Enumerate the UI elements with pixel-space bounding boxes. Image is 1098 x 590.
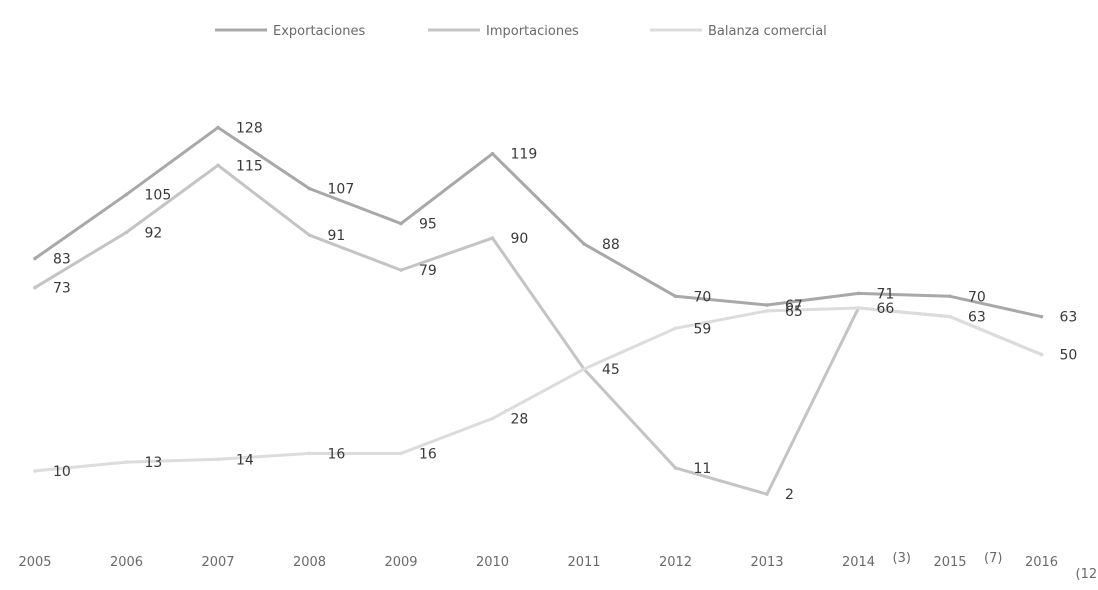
- data-label: 16: [328, 446, 346, 462]
- data-label: 2: [785, 487, 794, 503]
- data-point: [1039, 352, 1044, 357]
- x-tick-label: 2012: [659, 555, 692, 570]
- data-point: [124, 192, 129, 197]
- data-label: 105: [145, 187, 172, 203]
- data-label: 50: [1060, 348, 1078, 364]
- legend-label: Importaciones: [486, 24, 579, 39]
- data-label: 10: [53, 464, 71, 480]
- data-point: [399, 268, 403, 272]
- data-point: [673, 466, 678, 470]
- x-tick-label: 2009: [384, 555, 417, 570]
- data-label: 70: [968, 289, 986, 305]
- x-tick-label: 2007: [201, 555, 234, 570]
- x-tick-label: 2010: [476, 555, 509, 570]
- data-point: [216, 125, 220, 130]
- x-tick-note: (7): [984, 551, 1002, 566]
- data-label: 14: [236, 452, 254, 468]
- data-label: 59: [694, 321, 712, 337]
- x-tick-label: 2005: [18, 555, 51, 570]
- data-point: [216, 163, 220, 168]
- data-labels: 83 73 10 105 92 13 128 115 14 107 91 16 95 79 16 119 90 2…: [53, 121, 1077, 504]
- data-label: 65: [785, 304, 803, 320]
- data-point: [307, 451, 312, 456]
- data-point: [216, 457, 220, 462]
- data-point: [582, 367, 586, 371]
- data-label: 13: [145, 455, 163, 471]
- data-label: 71: [877, 286, 895, 302]
- data-label: 128: [236, 121, 263, 137]
- x-tick-label: 2006: [110, 555, 143, 570]
- x-tick-note: (3): [893, 551, 911, 566]
- data-point: [856, 291, 861, 296]
- data-point: [948, 314, 952, 319]
- series-line-0: [33, 126, 1043, 319]
- x-tick-label: 2014: [842, 555, 875, 570]
- data-point: [124, 230, 129, 235]
- data-point: [765, 309, 769, 313]
- data-label: 28: [511, 412, 529, 428]
- data-point: [490, 236, 495, 240]
- data-point: [33, 285, 37, 290]
- x-tick-label: 2013: [750, 555, 783, 570]
- data-label: 90: [511, 231, 529, 247]
- data-label: 67: [785, 298, 803, 314]
- data-label: 73: [53, 281, 71, 297]
- data-point: [490, 416, 495, 421]
- data-point: [948, 294, 952, 299]
- data-label: 92: [145, 225, 163, 241]
- legend-label: Balanza comercial: [708, 24, 827, 39]
- data-point: [582, 242, 586, 246]
- data-label: 91: [328, 228, 346, 244]
- data-point: [399, 221, 403, 226]
- data-point: [399, 451, 403, 456]
- data-label: 45: [602, 362, 620, 378]
- data-label: 63: [1060, 310, 1078, 326]
- x-axis: 2005 2006 2007 2008 2009 2010 2011 2012 2013 2014…: [18, 551, 1098, 582]
- data-label: 83: [53, 251, 71, 267]
- data-point: [765, 492, 769, 496]
- data-point: [490, 151, 495, 156]
- series-lines: [33, 125, 1044, 496]
- x-tick-label: 2011: [567, 555, 600, 570]
- data-label: 70: [694, 289, 712, 305]
- data-point: [33, 469, 37, 473]
- data-point: [673, 326, 678, 331]
- legend-label: Exportaciones: [273, 24, 365, 39]
- data-label: 11: [694, 461, 712, 477]
- chart-legend: Exportaciones Importaciones Balanza comerc…: [215, 24, 827, 39]
- data-point: [856, 306, 861, 310]
- data-label: 16: [419, 446, 437, 462]
- data-label: 107: [328, 182, 355, 198]
- data-label: 63: [968, 310, 986, 326]
- data-point: [1039, 314, 1044, 319]
- series-line-2: [33, 306, 1043, 473]
- x-tick-label: 2015: [933, 555, 966, 570]
- data-point: [673, 294, 678, 299]
- data-label: 66: [877, 301, 895, 317]
- series-line-1: [33, 163, 1043, 496]
- data-label: 115: [236, 158, 263, 174]
- data-label: 95: [419, 217, 437, 233]
- x-tick-label: 2016: [1025, 555, 1058, 570]
- data-point: [765, 303, 769, 307]
- data-point: [33, 256, 37, 261]
- data-label: 119: [511, 147, 538, 163]
- x-tick-note: (12): [1076, 567, 1098, 582]
- data-label: 79: [419, 263, 437, 279]
- data-point: [307, 233, 312, 237]
- data-label: 88: [602, 237, 620, 253]
- data-point: [124, 460, 129, 464]
- data-point: [307, 186, 312, 191]
- x-tick-label: 2008: [293, 555, 326, 570]
